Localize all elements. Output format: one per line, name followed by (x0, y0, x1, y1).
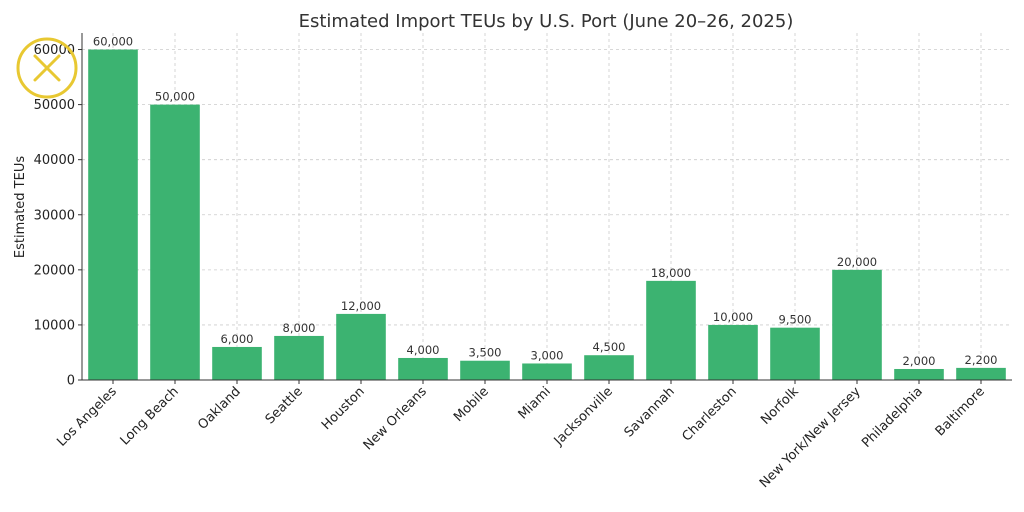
x-tick-label: Miami (516, 384, 554, 422)
chart-title: Estimated Import TEUs by U.S. Port (June… (299, 11, 794, 32)
bar (584, 355, 634, 380)
y-tick-label: 20000 (34, 263, 75, 278)
bar (88, 49, 138, 381)
x-tick-label: Norfolk (758, 384, 802, 428)
data-label: 4,000 (407, 343, 440, 357)
data-labels: 60,000 50,000 6,000 8,000 12,000 4,000 3,500 3,… (93, 35, 998, 368)
bar (522, 363, 572, 380)
x-circle-logo-icon (16, 37, 78, 99)
x-tick-label: Charleston (680, 384, 740, 444)
bar (708, 324, 758, 380)
data-label: 8,000 (283, 321, 316, 335)
data-label: 18,000 (651, 266, 691, 280)
y-tick-label: 0 (67, 374, 75, 389)
bar (956, 367, 1006, 380)
data-label: 4,500 (593, 340, 626, 354)
data-label: 10,000 (713, 310, 753, 324)
bar (460, 360, 510, 380)
x-tick-label: Philadelphia (859, 384, 926, 451)
x-tick-label: Seattle (263, 384, 306, 427)
bar (212, 346, 262, 380)
x-tick-label: Houston (319, 384, 368, 433)
bar (770, 327, 820, 380)
x-tick-label: Long Beach (118, 384, 182, 448)
x-tick-label: New York/New Jersey (757, 384, 864, 491)
data-label: 12,000 (341, 299, 381, 313)
x-tick-label: Jacksonville (551, 384, 616, 449)
bar (894, 368, 944, 380)
x-tick-label: Savannah (622, 384, 678, 440)
data-label: 60,000 (93, 35, 133, 49)
y-tick-label: 30000 (34, 208, 75, 223)
data-label: 3,000 (531, 348, 564, 362)
x-tick-label: Baltimore (933, 384, 988, 439)
x-tick-label: Mobile (451, 384, 492, 425)
data-label: 6,000 (221, 332, 254, 346)
bar (274, 335, 324, 380)
y-tick-label: 40000 (34, 153, 75, 168)
y-tick-label: 50000 (34, 98, 75, 113)
bar (646, 280, 696, 380)
data-label: 50,000 (155, 90, 195, 104)
x-tick-label: Oakland (195, 384, 244, 433)
data-label: 2,200 (965, 353, 998, 367)
data-label: 3,500 (469, 346, 502, 360)
data-label: 20,000 (837, 255, 877, 269)
bars (88, 49, 1006, 381)
bar (150, 104, 200, 380)
x-tick-label: New Orleans (361, 384, 430, 453)
y-tick-label: 10000 (34, 318, 75, 333)
x-tick-label: Los Angeles (54, 384, 120, 450)
bar (832, 269, 882, 380)
bar (398, 357, 448, 380)
data-label: 9,500 (779, 313, 812, 327)
y-axis-label: Estimated TEUs (13, 156, 28, 258)
bar (336, 313, 386, 380)
data-label: 2,000 (903, 354, 936, 368)
